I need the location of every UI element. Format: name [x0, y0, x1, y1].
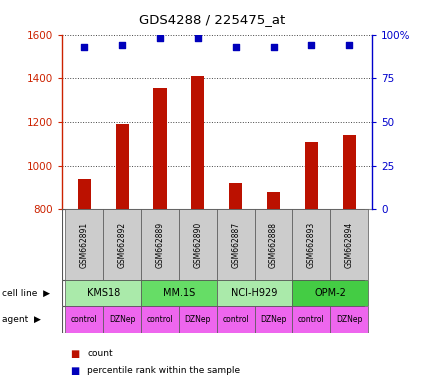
Point	[156, 35, 163, 41]
Point	[308, 42, 315, 48]
Bar	[255, 306, 292, 333]
Point	[81, 44, 88, 50]
Point	[194, 35, 201, 41]
Text: GSM662893: GSM662893	[307, 222, 316, 268]
Bar	[255, 209, 292, 280]
Bar	[229, 183, 242, 384]
Bar	[191, 76, 204, 384]
Bar	[330, 209, 368, 280]
Text: KMS18: KMS18	[87, 288, 120, 298]
Text: cell line  ▶: cell line ▶	[2, 289, 50, 298]
Text: control: control	[222, 315, 249, 324]
Point	[232, 44, 239, 50]
Text: GSM662887: GSM662887	[231, 222, 240, 268]
Point	[270, 44, 277, 50]
Bar	[65, 209, 103, 280]
Text: percentile rank within the sample: percentile rank within the sample	[87, 366, 240, 376]
Bar	[217, 280, 292, 306]
Text: DZNep: DZNep	[336, 315, 363, 324]
Bar	[292, 209, 330, 280]
Bar	[179, 209, 217, 280]
Point	[346, 42, 353, 48]
Bar	[305, 142, 318, 384]
Text: control: control	[147, 315, 173, 324]
Bar	[330, 306, 368, 333]
Text: GSM662890: GSM662890	[193, 222, 202, 268]
Text: MM.1S: MM.1S	[163, 288, 195, 298]
Text: NCI-H929: NCI-H929	[231, 288, 278, 298]
Text: ■: ■	[70, 366, 79, 376]
Bar	[78, 179, 91, 384]
Text: GSM662894: GSM662894	[345, 222, 354, 268]
Bar	[292, 280, 368, 306]
Bar	[179, 306, 217, 333]
Text: control: control	[71, 315, 98, 324]
Bar	[292, 306, 330, 333]
Text: GSM662891: GSM662891	[80, 222, 89, 268]
Text: GSM662888: GSM662888	[269, 222, 278, 268]
Bar	[65, 280, 141, 306]
Bar	[343, 135, 356, 384]
Text: OPM-2: OPM-2	[314, 288, 346, 298]
Bar	[65, 306, 103, 333]
Text: control: control	[298, 315, 325, 324]
Bar	[153, 88, 167, 384]
Text: DZNep: DZNep	[261, 315, 287, 324]
Text: count: count	[87, 349, 113, 358]
Bar	[141, 306, 179, 333]
Bar	[103, 306, 141, 333]
Bar	[267, 192, 280, 384]
Text: DZNep: DZNep	[184, 315, 211, 324]
Point	[119, 42, 125, 48]
Text: GSM662889: GSM662889	[156, 222, 164, 268]
Bar	[141, 280, 217, 306]
Bar	[141, 209, 179, 280]
Bar	[116, 124, 129, 384]
Text: GDS4288 / 225475_at: GDS4288 / 225475_at	[139, 13, 286, 26]
Bar	[217, 306, 255, 333]
Text: ■: ■	[70, 349, 79, 359]
Bar	[217, 209, 255, 280]
Bar	[103, 209, 141, 280]
Text: DZNep: DZNep	[109, 315, 135, 324]
Text: GSM662892: GSM662892	[118, 222, 127, 268]
Text: agent  ▶: agent ▶	[2, 315, 41, 324]
